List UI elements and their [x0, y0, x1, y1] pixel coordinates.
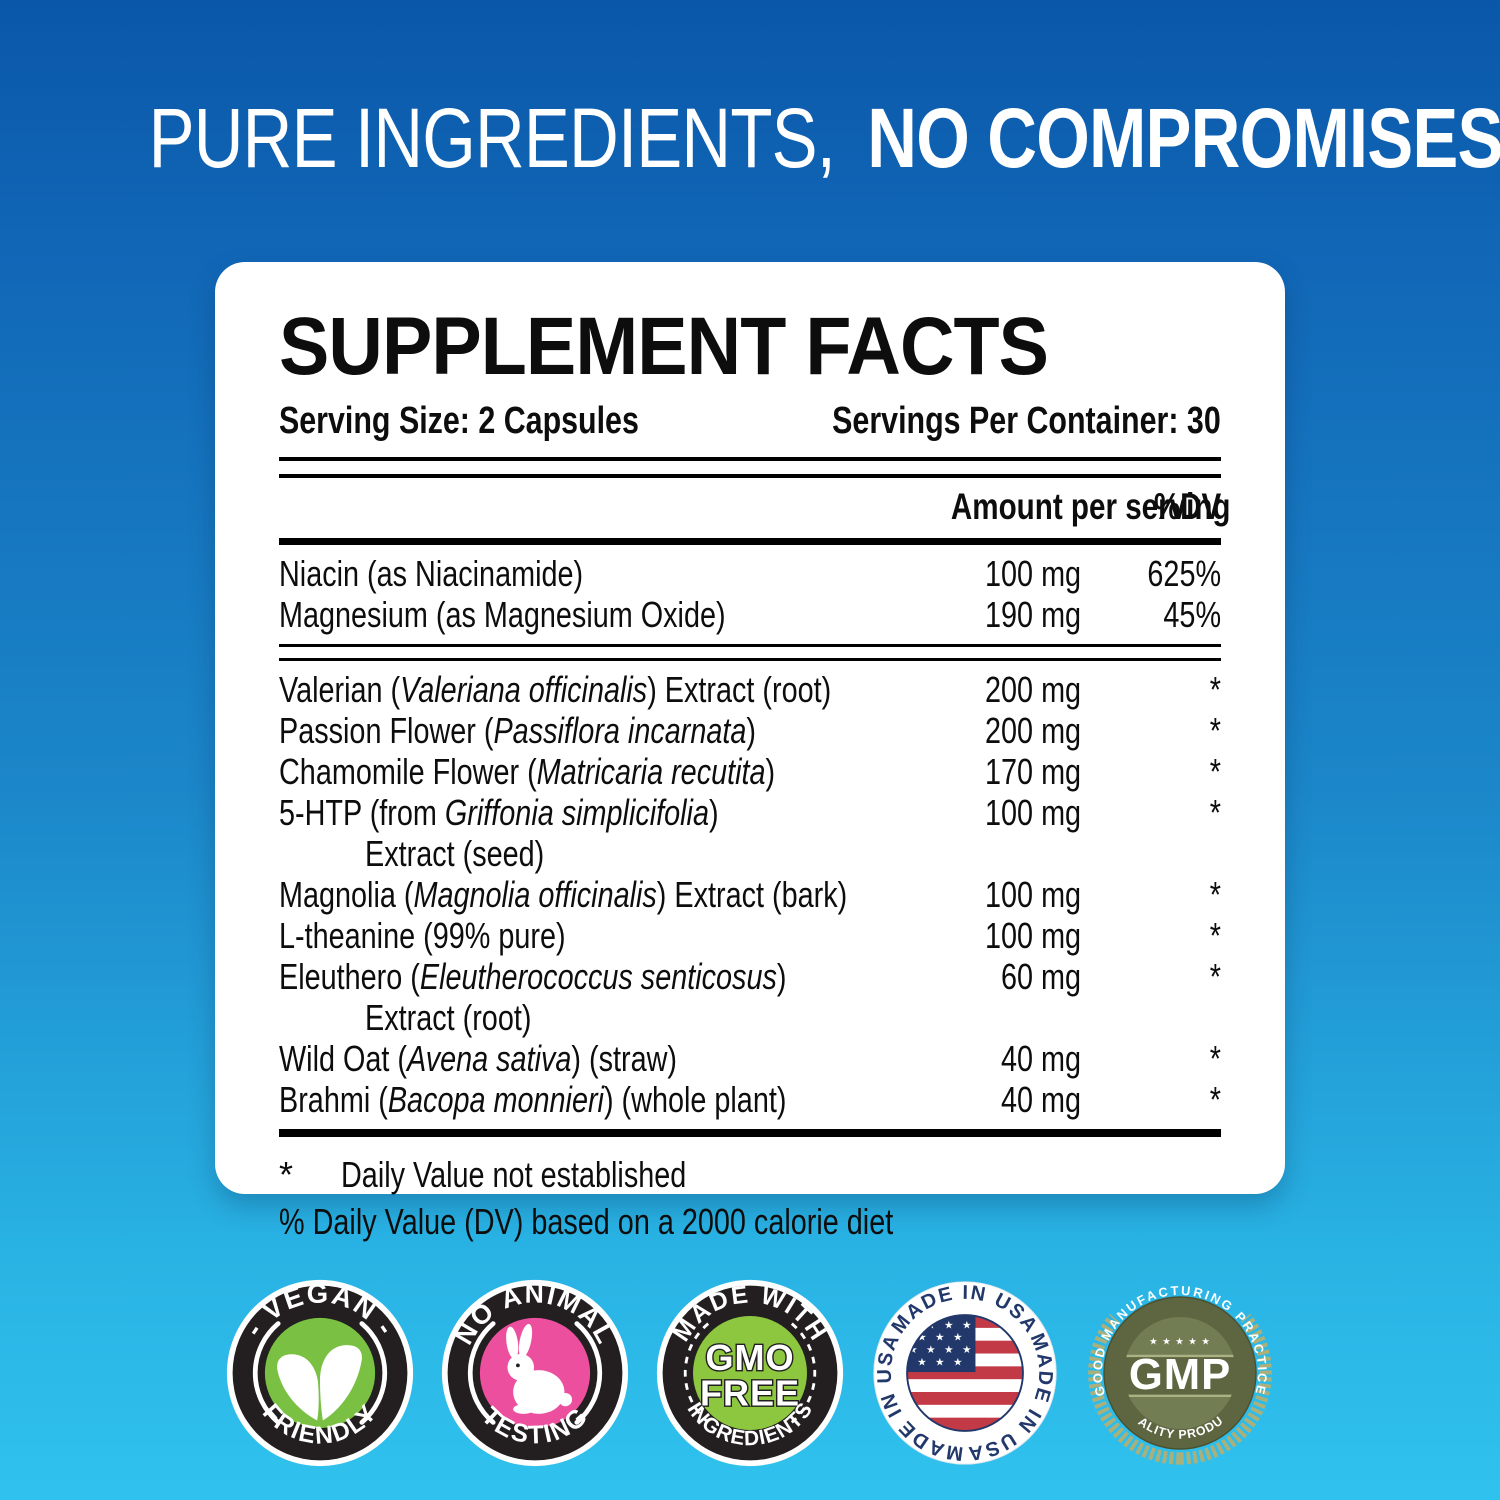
table-row: Brahmi (Bacopa monnieri) (whole plant) 4… — [279, 1079, 1221, 1121]
divider — [279, 457, 1221, 479]
table-header-row: Amount per serving %DV — [279, 478, 1231, 538]
svg-text:GMO: GMO — [705, 1337, 794, 1378]
laurel-wreath-icon — [1088, 1313, 1272, 1465]
table-row: Magnolia (Magnolia officinalis) Extract … — [279, 874, 1221, 916]
title-bold-text: NO COMPROMISES — [867, 91, 1500, 185]
page-title: PURE INGREDIENTS, NO COMPROMISES — [0, 96, 1500, 180]
vitamin-mineral-group: Niacin (as Niacinamide) 100 mg 625% Magn… — [279, 545, 1221, 644]
table-row: Niacin (as Niacinamide) 100 mg 625% — [279, 553, 1221, 595]
footnotes: * Daily Value not established % Daily Va… — [279, 1151, 1221, 1245]
table-row: Magnesium (as Magnesium Oxide) 190 mg 45… — [279, 594, 1221, 636]
footnote-dv: % Daily Value (DV) based on a 2000 calor… — [279, 1201, 894, 1243]
certification-badges: - VEGAN - FRIENDLY — [0, 1278, 1500, 1468]
svg-text:★ ★ ★ ★: ★ ★ ★ ★ — [908, 1345, 974, 1356]
made-in-usa-badge: ★ ★ ★ ★ ★ ★ ★ ★ ★ ★ ★ ★ ★ ★ MADE IN USA … — [870, 1281, 1060, 1468]
table-row: Passion Flower (Passiflora incarnata) 20… — [279, 710, 1221, 752]
rabbit-icon — [506, 1323, 573, 1414]
table-row: Chamomile Flower (Matricaria recutita) 1… — [279, 751, 1221, 793]
gmo-free-badge: GMO FREE MADE WITH INGREDIENTS — [656, 1279, 844, 1467]
column-header-amount: Amount per serving — [950, 486, 1231, 528]
leaf-v-icon — [277, 1345, 362, 1421]
table-row: Wild Oat (Avena sativa) (straw) 40 mg * — [279, 1038, 1221, 1080]
table-row: Valerian (Valeriana officinalis) Extract… — [279, 669, 1221, 711]
svg-text:★ ★ ★ ★: ★ ★ ★ ★ — [908, 1320, 974, 1331]
table-row: 5-HTP (from Griffonia simplicifolia) Ext… — [279, 792, 1221, 875]
divider — [279, 538, 1221, 546]
supplement-facts-heading: SUPPLEMENT FACTS — [279, 301, 1049, 392]
supplement-facts-panel: SUPPLEMENT FACTS Serving Size: 2 Capsule… — [215, 262, 1285, 1242]
table-row: L-theanine (99% pure) 100 mg * — [279, 915, 1221, 957]
svg-text:★ ★ ★ ★ ★: ★ ★ ★ ★ ★ — [1149, 1337, 1211, 1348]
no-animal-testing-badge: NO ANIMAL TESTING — [441, 1279, 629, 1467]
gmp-badge: GMP ★ ★ ★ ★ ★ GOOD MANUFACTURING PRACTIC… — [1085, 1278, 1272, 1465]
vegan-friendly-badge: - VEGAN - FRIENDLY — [226, 1278, 414, 1467]
svg-text:FREE: FREE — [700, 1372, 800, 1413]
divider — [279, 1129, 1221, 1138]
title-light-text: PURE INGREDIENTS, — [148, 91, 836, 185]
servings-per-container: Servings Per Container: 30 — [832, 400, 1221, 443]
divider — [279, 644, 1221, 662]
serving-size: Serving Size: 2 Capsules — [279, 400, 639, 443]
column-header-dv: %DV — [1153, 486, 1221, 528]
gmo-free-text: GMO FREE — [699, 1336, 801, 1415]
table-row: Eleuthero (Eleutherococcus senticosus) E… — [279, 956, 1221, 1039]
serving-info-row: Serving Size: 2 Capsules Servings Per Co… — [279, 400, 1221, 443]
footnote-asterisk: * Daily Value not established — [279, 1154, 687, 1196]
svg-text:★ ★ ★: ★ ★ ★ — [917, 1357, 965, 1368]
svg-text:GMP: GMP — [1129, 1350, 1231, 1399]
botanical-group: Valerian (Valeriana officinalis) Extract… — [279, 661, 1221, 1129]
svg-text:★ ★ ★: ★ ★ ★ — [917, 1333, 965, 1344]
